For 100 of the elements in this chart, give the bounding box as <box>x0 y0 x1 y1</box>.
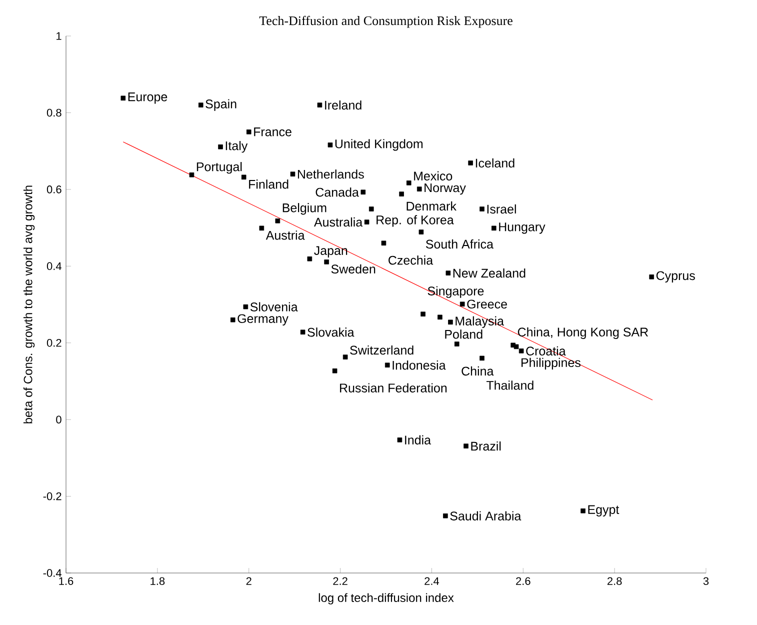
point <box>514 344 519 350</box>
annotation: Europe <box>128 92 168 104</box>
annotation: Japan <box>314 246 348 258</box>
point <box>480 206 484 212</box>
point <box>446 270 451 276</box>
annotation: Rep. of Korea <box>376 215 454 227</box>
annotation: Hungary <box>499 222 546 234</box>
point <box>246 129 252 134</box>
point <box>580 508 586 514</box>
point <box>399 192 404 196</box>
point <box>241 174 246 180</box>
y-tick-label: 0.8 <box>46 108 62 117</box>
x-tick-label: 2.4 <box>424 577 440 585</box>
annotation: Mexico <box>414 171 452 180</box>
annotation: Thailand <box>486 380 534 390</box>
point <box>448 320 453 325</box>
annotation: Portugal <box>196 162 242 174</box>
annotation: Saudi Arabia <box>450 511 522 520</box>
annotation: Russian Federation <box>340 383 447 392</box>
annotation: Greece <box>467 300 507 309</box>
point <box>332 368 338 374</box>
point <box>649 274 654 280</box>
annotation: Ireland <box>325 100 362 110</box>
point <box>384 362 390 368</box>
annotation: China <box>462 366 494 376</box>
annotation: Germany <box>238 314 288 326</box>
x-tick-label: 3 <box>703 577 709 585</box>
point <box>243 304 248 310</box>
point <box>324 260 329 264</box>
point <box>460 302 465 307</box>
annotation: New Zealand <box>453 268 526 278</box>
annotation: Norway <box>424 183 466 195</box>
point <box>491 226 496 231</box>
annotation: India <box>405 435 432 444</box>
point <box>342 354 348 360</box>
point <box>307 256 312 262</box>
point <box>518 348 524 354</box>
y-tick-label: 0 <box>56 416 62 424</box>
annotation: Cyprus <box>656 271 695 283</box>
y-tick-label: 0.4 <box>46 262 62 270</box>
y-tick-label: 1 <box>56 32 62 40</box>
y-tick-label: 0.6 <box>46 186 62 194</box>
x-tick-label: 2.6 <box>516 577 530 585</box>
annotation: Italy <box>226 141 248 153</box>
annotation: France <box>254 128 292 136</box>
point <box>468 160 473 166</box>
y-axis-title: beta of Cons. growth to the world avg growth <box>23 186 35 424</box>
x-tick-label: 2.2 <box>333 577 348 585</box>
point <box>464 444 468 448</box>
annotation: Egypt <box>588 505 620 516</box>
y-tick-label: -0.4 <box>43 569 62 577</box>
x-tick-label: 1.6 <box>59 577 74 585</box>
annotation: South Africa <box>426 239 494 249</box>
point <box>120 96 126 101</box>
point <box>328 142 333 148</box>
annotation: Sweden <box>331 264 376 274</box>
point <box>368 206 374 212</box>
point <box>317 102 322 108</box>
point <box>406 180 412 186</box>
point <box>364 220 370 224</box>
point <box>230 317 236 322</box>
annotation: Austria <box>266 230 305 240</box>
annotation: Indonesia <box>392 360 446 370</box>
x-tick-label: 1.8 <box>150 577 165 585</box>
point <box>259 226 264 231</box>
point <box>397 438 402 442</box>
annotation: Brazil <box>471 441 501 451</box>
point <box>198 102 204 108</box>
x-axis-title: log of tech-diffusion index <box>318 593 454 604</box>
point <box>418 230 424 234</box>
point <box>416 186 422 192</box>
point <box>218 144 223 150</box>
annotation: Israel <box>487 204 516 214</box>
point <box>454 342 460 346</box>
annotation: Denmark <box>406 201 456 211</box>
point <box>275 218 280 224</box>
point <box>381 240 386 246</box>
annotation: Belgium <box>282 203 326 215</box>
point <box>443 513 448 518</box>
annotation: United Kingdom <box>335 139 423 151</box>
x-tick-label: 2 <box>246 577 252 585</box>
y-tick-label: 0.2 <box>46 338 62 347</box>
y-tick-label: -0.2 <box>43 492 62 500</box>
point <box>360 190 366 195</box>
annotation: Slovenia <box>250 302 298 312</box>
annotation: Iceland <box>476 158 514 168</box>
point <box>290 172 296 176</box>
annotation: Czechia <box>388 256 434 265</box>
point <box>300 330 306 335</box>
point <box>480 356 484 361</box>
point <box>438 314 442 320</box>
annotation: Poland <box>445 330 482 339</box>
annotation: Canada <box>316 188 359 197</box>
annotation: Australia <box>314 217 363 227</box>
annotation: Spain <box>206 99 236 111</box>
point <box>189 172 194 178</box>
annotation: Netherlands <box>298 169 364 179</box>
annotation: China, Hong Kong SAR <box>518 327 648 339</box>
chart-title: Tech-Diffusion and Consumption Risk Exposure <box>259 16 512 28</box>
annotation: Finland <box>249 180 288 189</box>
